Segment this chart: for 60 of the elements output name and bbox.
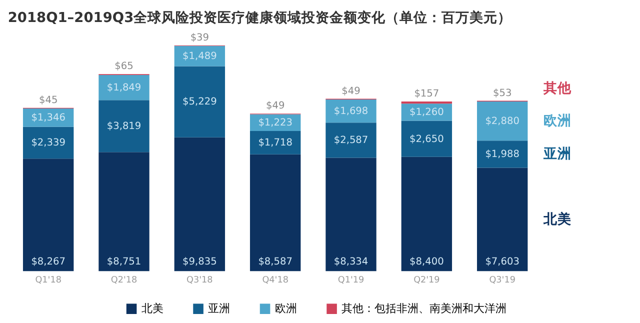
bar [401, 120, 452, 157]
data-label: $7,603 [485, 256, 520, 268]
bar [98, 152, 150, 272]
data-label: $2,880 [485, 116, 520, 128]
x-tick-label: Q2'19 [414, 275, 440, 286]
bar [22, 158, 74, 272]
data-label: $1,346 [31, 112, 66, 124]
data-label: $8,267 [31, 256, 66, 268]
bar [476, 140, 528, 168]
legend-label: 欧洲 [274, 302, 297, 315]
data-label: $157 [414, 88, 440, 100]
text: 欧洲 [544, 112, 572, 129]
bar [250, 130, 301, 154]
bar [174, 137, 226, 272]
bar [22, 126, 74, 159]
bar [401, 156, 452, 272]
x-tick-label: Q3'19 [489, 275, 516, 286]
data-label: $65 [114, 61, 134, 72]
bar [250, 154, 301, 272]
data-label: $1,849 [106, 82, 142, 94]
legend-label: 北美 [141, 302, 164, 315]
legend-label: 亚洲 [208, 302, 230, 315]
x-tick-label: Q4'18 [262, 275, 289, 286]
data-label: $1,988 [485, 149, 520, 160]
data-label: $8,587 [258, 256, 292, 268]
bar [98, 100, 150, 152]
data-label: $49 [342, 86, 360, 97]
data-label: $2,587 [334, 135, 368, 146]
bar [326, 158, 376, 272]
x-tick-label: Q1'19 [338, 275, 364, 286]
data-label: $3,819 [106, 121, 142, 132]
data-label: $53 [492, 88, 512, 99]
data-label: $2,650 [410, 134, 444, 145]
data-label: $1,223 [258, 118, 292, 129]
text: 亚洲 [542, 146, 572, 162]
data-label: $1,698 [334, 106, 368, 117]
data-label: $5,229 [182, 96, 217, 108]
data-label: $8,751 [106, 256, 142, 268]
data-label: $8,334 [334, 256, 368, 268]
bar [326, 122, 376, 158]
text: 北美 [542, 210, 572, 228]
bar [98, 74, 150, 100]
chart-title: 2018Q1–2019Q3全球风险投资医疗健康领域投资金额变化（单位：百万美元） [8, 8, 512, 26]
bar [476, 101, 528, 141]
data-label: $45 [38, 95, 58, 106]
x-tick-label: Q1'18 [35, 275, 62, 286]
bar [174, 66, 226, 138]
data-label: $39 [190, 32, 210, 44]
legend-label: 其他：包括非洲、南美洲和大洋洲 [342, 302, 507, 315]
data-label: $9,835 [182, 256, 217, 268]
text: 其他 [542, 80, 573, 96]
data-label: $49 [266, 100, 285, 112]
x-tick-label: Q3'18 [186, 275, 214, 286]
data-label: $8,400 [410, 256, 444, 268]
data-label: $1,489 [182, 51, 217, 62]
data-label: $2,339 [31, 138, 66, 149]
data-label: $1,260 [410, 107, 444, 118]
data-label: $1,718 [258, 138, 292, 149]
x-tick-label: Q2'18 [110, 275, 138, 286]
bar [476, 168, 528, 272]
